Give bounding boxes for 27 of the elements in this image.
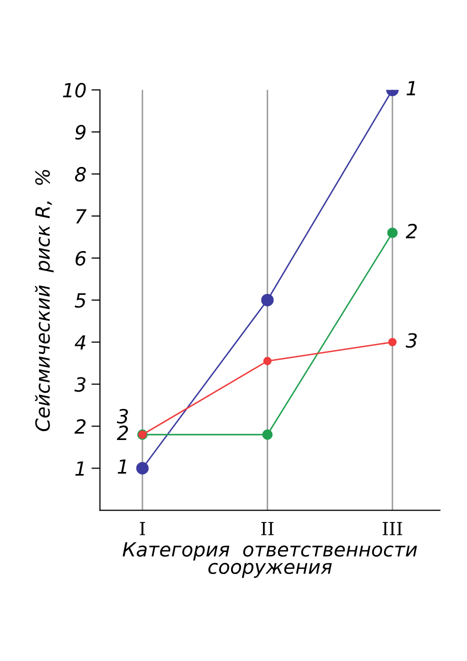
y-tick-label: 8 — [75, 166, 86, 182]
y-tick-label: 1 — [75, 461, 84, 476]
y-tick-label: 7 — [76, 209, 87, 224]
series-label: 2 — [406, 224, 417, 238]
series-label: 3 — [406, 333, 417, 348]
text: 1 — [118, 459, 126, 474]
y-axis-title: Сейсмический риск R, % — [34, 170, 54, 432]
series-label: 1 — [406, 81, 416, 96]
point — [388, 338, 397, 346]
y-tick-label: 6 — [76, 251, 86, 266]
x-axis-title: Категория ответственности сооружения — [122, 542, 417, 578]
point — [263, 356, 272, 366]
point — [261, 294, 274, 306]
y-tick-label: 5 — [74, 293, 86, 308]
x-tick-label: III — [382, 522, 402, 536]
y-tick-label: 3 — [74, 377, 86, 392]
y-tick-label: 9 — [75, 124, 86, 140]
y-tick-label: 2 — [74, 419, 86, 434]
y-tick-label: 4 — [74, 335, 86, 350]
y-tick-label: 10 — [62, 82, 86, 98]
point — [262, 429, 273, 440]
point — [387, 228, 398, 238]
text: 3 — [116, 408, 128, 424]
point — [136, 462, 149, 475]
text: 2 — [116, 426, 128, 440]
x-tick-label: I — [140, 522, 146, 536]
x-tick-label: II — [261, 522, 274, 536]
